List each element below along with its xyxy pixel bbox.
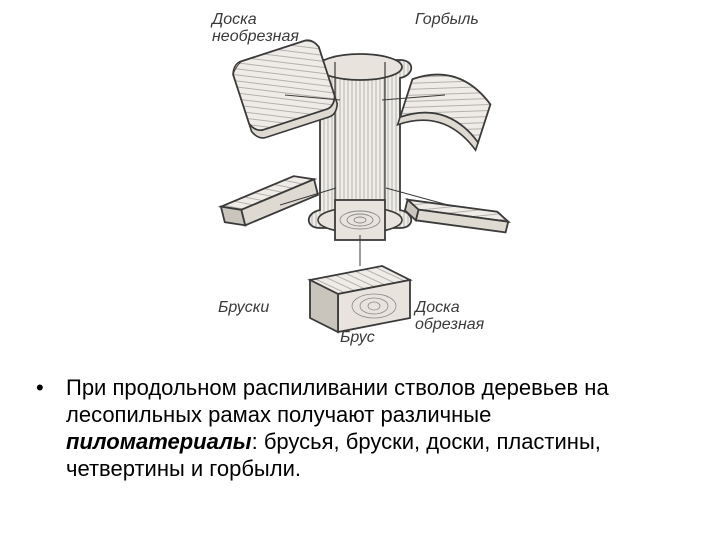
label-unedged-board: Доска необрезная: [212, 12, 299, 46]
bullet-text: При продольном распиливании стволов дере…: [66, 374, 684, 482]
label-slab: Горбыль: [415, 12, 479, 29]
piece-brus: [310, 266, 410, 332]
piece-edged-board: [403, 190, 510, 242]
piece-brusok: [218, 172, 321, 230]
bullet-paragraph: • При продольном распиливании стволов де…: [36, 374, 684, 482]
slide-root: Доска необрезная Горбыль Бруски Брус Дос…: [0, 0, 720, 540]
label-brusok: Бруски: [218, 300, 269, 317]
piece-slab: [398, 65, 495, 150]
label-brus: Брус: [340, 330, 375, 347]
bullet-marker: •: [36, 374, 66, 482]
bullet-text-pre: При продольном распиливании стволов дере…: [66, 375, 609, 427]
bullet-text-emph: пиломатериалы: [66, 429, 252, 454]
lumber-diagram: Доска необрезная Горбыль Бруски Брус Дос…: [190, 0, 530, 355]
label-edged-board: Доска обрезная: [415, 300, 484, 334]
